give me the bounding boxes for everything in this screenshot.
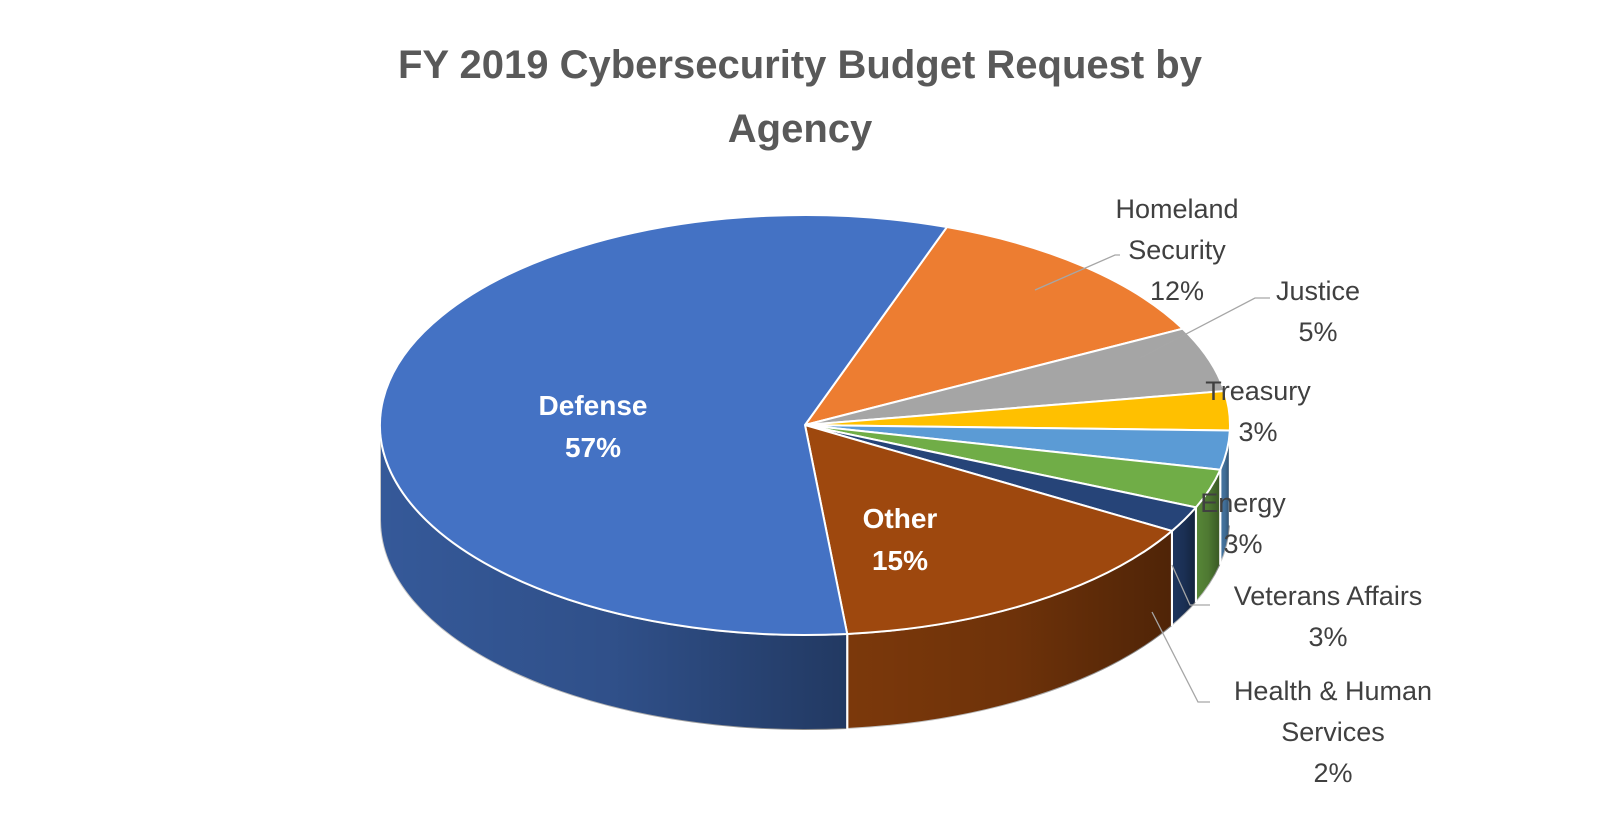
data-label-other-percent: 15% <box>872 545 928 576</box>
data-label-veterans-affairs-name: Veterans Affairs <box>1234 581 1423 611</box>
pie-slices <box>379 214 1231 636</box>
chart-title-line-1: FY 2019 Cybersecurity Budget Request by <box>398 43 1203 87</box>
pie-side-defense-shade <box>380 425 848 730</box>
data-label-treasury-percent: 3% <box>1238 417 1277 447</box>
pie-slice-other <box>803 423 1175 636</box>
pie-side-health-and-human-services-shade <box>1171 507 1196 626</box>
data-label-treasury-name: Treasury <box>1205 376 1311 406</box>
data-label-veterans-affairs-percent: 3% <box>1308 622 1347 652</box>
leader-line-health-and-human-services <box>1151 611 1210 703</box>
data-label-health-and-human-services: Health & Human Services 2% <box>1234 676 1432 788</box>
data-label-defense: Defense 57% <box>539 390 648 463</box>
data-label-veterans-affairs: Veterans Affairs 3% <box>1234 581 1423 652</box>
data-label-defense-name: Defense <box>539 390 648 421</box>
data-label-other-name: Other <box>863 503 938 534</box>
data-label-defense-percent: 57% <box>565 432 621 463</box>
data-label-other: Other 15% <box>863 503 938 576</box>
chart-title: FY 2019 Cybersecurity Budget Request by … <box>398 43 1203 151</box>
pie-side-veterans-affairs-shade <box>1195 469 1221 603</box>
data-label-homeland-security: Homeland Security 12% <box>1115 194 1238 306</box>
data-label-energy: Energy 3% <box>1200 488 1286 559</box>
pie-side-veterans-affairs <box>1194 469 1222 606</box>
chart-title-line-2: Agency <box>728 107 873 151</box>
data-label-energy-name: Energy <box>1200 488 1286 518</box>
data-label-health-and-human-services-percent: 2% <box>1313 758 1352 788</box>
data-label-energy-percent: 3% <box>1223 529 1262 559</box>
leader-line-veterans-affairs <box>1171 564 1210 606</box>
data-label-homeland-security-name: Security <box>1128 235 1226 265</box>
data-label-homeland-security-percent: 12% <box>1150 276 1204 306</box>
data-label-health-and-human-services-name: Health & Human <box>1234 676 1432 706</box>
data-label-justice: Justice 5% <box>1276 276 1360 347</box>
data-label-health-and-human-services-name: Services <box>1281 717 1385 747</box>
leader-line-justice <box>1139 297 1270 359</box>
pie-sides <box>379 424 1231 731</box>
pie-slice-homeland-security <box>802 225 1185 427</box>
leader-line-homeland-security <box>1034 254 1120 291</box>
leader-lines <box>1034 254 1270 703</box>
pie-slice-defense <box>379 214 949 636</box>
pie-side-health-and-human-services <box>1170 504 1197 629</box>
data-label-justice-name: Justice <box>1276 276 1360 306</box>
data-label-justice-percent: 5% <box>1298 317 1337 347</box>
data-label-treasury: Treasury 3% <box>1205 376 1311 447</box>
data-label-homeland-security-name: Homeland <box>1115 194 1238 224</box>
